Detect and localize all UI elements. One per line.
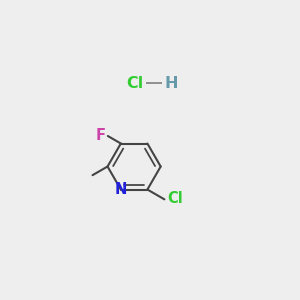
Text: H: H: [164, 76, 178, 91]
Text: F: F: [96, 128, 106, 143]
Text: Cl: Cl: [167, 191, 183, 206]
Text: N: N: [115, 182, 127, 197]
Text: Cl: Cl: [126, 76, 143, 91]
